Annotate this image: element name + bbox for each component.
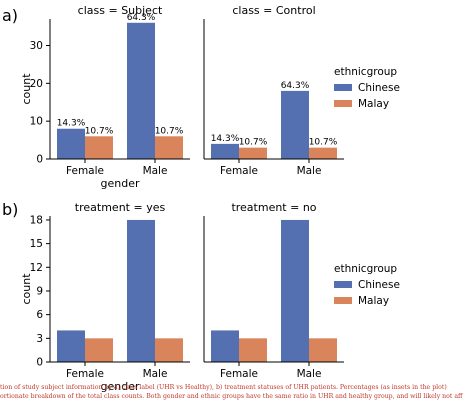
legend-b: ethnicgroup Chinese Malay — [334, 263, 400, 307]
legend-title: ethnicgroup — [334, 66, 397, 78]
facet-title: treatment = no — [231, 201, 316, 214]
bar-malay-male — [155, 338, 183, 362]
legend-swatch-chinese — [334, 84, 352, 91]
y-tick-label: 18 — [30, 214, 43, 226]
y-tick-label: 15 — [30, 238, 43, 250]
legend-a: ethnicgroup Chinese Malay — [334, 66, 400, 110]
facet-title: class = Subject — [78, 4, 163, 17]
x-tick-label: Male — [143, 368, 168, 380]
bar-chinese-female — [57, 330, 85, 362]
bar-malay-male — [309, 147, 337, 159]
panel-label-b: b) — [2, 200, 18, 219]
figure-caption: tion of study subject information by a) … — [0, 383, 474, 401]
legend-swatch-chinese — [334, 281, 352, 288]
x-tick-label: Male — [297, 368, 322, 380]
bar-chinese-male — [281, 219, 309, 362]
chart-group-b: Female Male treatment = yes Female Male treat… — [20, 201, 344, 393]
legend-label-malay: Malay — [358, 98, 389, 110]
legend-label-chinese: Chinese — [358, 279, 400, 291]
bar-malay-female — [239, 147, 267, 159]
y-tick-label: 0 — [36, 154, 43, 166]
data-label: 10.7% — [239, 138, 268, 148]
y-axis-label: count — [20, 273, 33, 305]
bar-malay-male — [155, 136, 183, 159]
x-axis-label: gender — [101, 177, 140, 190]
facet-a-2: 14.3% 64.3% 10.7% 10.7% Female Male class = Co… — [203, 4, 344, 177]
bar-malay-male — [309, 338, 337, 362]
bar-chinese-female — [57, 128, 85, 159]
facet-title: treatment = yes — [75, 201, 166, 214]
plot-area: 14.3% 64.3% 10.7% 10.7% Female Male class = Su… — [20, 4, 344, 393]
bar-malay-female — [85, 136, 113, 159]
y-tick-label: 9 — [36, 285, 43, 297]
x-tick-label: Female — [66, 165, 104, 177]
bar-malay-female — [85, 338, 113, 362]
y-tick-label: 12 — [30, 262, 43, 274]
x-tick-label: Female — [220, 165, 258, 177]
data-label: 10.7% — [155, 126, 184, 136]
x-axis-label: gender — [101, 380, 140, 393]
data-label: 14.3% — [211, 134, 240, 144]
data-label: 10.7% — [85, 126, 114, 136]
panel-label-a: a) — [2, 6, 18, 25]
caption-line-2: ortionate breakdown of the total class c… — [0, 393, 463, 400]
y-tick-label: 10 — [30, 116, 43, 128]
x-tick-label: Male — [143, 165, 168, 177]
y-tick-label: 6 — [36, 309, 43, 321]
bar-chinese-male — [127, 219, 155, 362]
legend-area: ethnicgroup Chinese Malay ethnicgroup Chines… — [334, 66, 400, 307]
y-tick-label: 0 — [36, 357, 43, 369]
data-label: 10.7% — [309, 138, 338, 148]
data-label: 14.3% — [57, 119, 86, 129]
legend-swatch-malay — [334, 297, 352, 304]
y-axis-label: count — [20, 73, 33, 105]
legend-swatch-malay — [334, 100, 352, 107]
x-tick-label: Female — [66, 368, 104, 380]
chart-group-a: 14.3% 64.3% 10.7% 10.7% Female Male class = Su… — [20, 4, 344, 190]
legend-label-chinese: Chinese — [358, 82, 400, 94]
facet-b-2: Female Male treatment = no — [203, 201, 344, 380]
bar-chinese-male — [281, 90, 309, 159]
facet-title: class = Control — [232, 4, 315, 17]
x-tick-label: Female — [220, 368, 258, 380]
y-tick-label: 20 — [30, 78, 43, 90]
facet-a-1: 14.3% 64.3% 10.7% 10.7% Female Male class = Su… — [49, 4, 190, 177]
data-label: 64.3% — [281, 81, 310, 91]
legend-title: ethnicgroup — [334, 263, 397, 275]
bar-chinese-male — [127, 22, 155, 159]
data-label: 64.3% — [127, 13, 156, 23]
y-tick-label: 3 — [36, 333, 43, 345]
x-tick-label: Male — [297, 165, 322, 177]
bar-chinese-female — [211, 330, 239, 362]
facet-b-1: Female Male treatment = yes — [49, 201, 190, 380]
caption-line-1: tion of study subject information by a) … — [0, 384, 447, 391]
legend-label-malay: Malay — [358, 295, 389, 307]
y-tick-label: 30 — [30, 40, 43, 52]
bar-malay-female — [239, 338, 267, 362]
bar-chinese-female — [211, 143, 239, 159]
